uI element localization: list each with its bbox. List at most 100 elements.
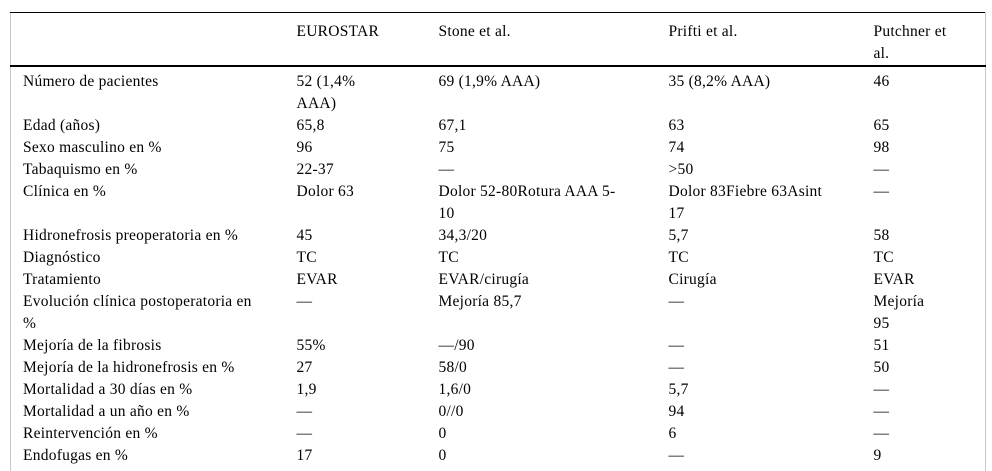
row-label: Mortalidad a 30 días en % [23,381,193,398]
value-cell: Dolor 52-80Rotura AAA 5- 10 [438,183,616,222]
value-cell: Dolor 83Fiebre 63Asint 17 [668,183,823,222]
table-row: Hidronefrosis preoperatoria en % 45 34,3/2… [11,225,986,247]
value-cell: — [296,425,313,442]
paper-table-page: EUROSTAR Stone et al. Prifti et al. Putchne… [0,12,992,471]
table-header: EUROSTAR Stone et al. Prifti et al. Putchne… [10,12,986,67]
value-cell: — [668,447,685,464]
value-cell: — [668,293,685,310]
value-cell: — [873,183,890,200]
table-row: Mejoría de la fibrosis 55% —/90 — 51 [11,335,986,357]
value-cell: 27 [296,359,313,376]
table-row: Reintervención en % — 0 6 — [11,423,986,445]
value-cell: 55% [296,337,326,354]
value-cell: 0 [438,425,447,442]
value-cell: 67,1 [438,117,467,134]
table-row: Sexo masculino en % 96 75 74 98 [11,137,986,159]
value-cell: 0 [438,447,447,464]
row-label: Hidronefrosis preoperatoria en % [23,227,239,244]
study-column-header: EUROSTAR [296,12,439,67]
table-body: Número de pacientes 52 (1,4% AAA) 69 (1,9%… [11,66,986,471]
table-row: Endofugas en % 17 0 — 9 [11,445,986,471]
value-cell: 34,3/20 [438,227,488,244]
study-column-header: Stone et al. [438,12,669,67]
row-label: Edad (años) [23,117,101,134]
value-cell: 5,7 [668,227,689,244]
value-cell: 50 [873,359,890,376]
table-row: Mortalidad a 30 días en % 1,9 1,6/0 5,7 — [11,379,986,401]
value-cell: 51 [873,337,890,354]
value-cell: — [668,337,685,354]
row-label-column-header [10,12,297,67]
value-cell: — [296,403,313,420]
row-label: Tabaquismo en % [23,161,138,178]
value-cell: TC [296,249,317,266]
value-cell: — [873,403,890,420]
value-cell: —/90 [438,337,475,354]
study-column-header: Prifti et al. [668,12,874,67]
value-cell: — [668,359,685,376]
value-cell: 0//0 [438,403,464,420]
value-cell: — [296,293,313,310]
row-label: Clínica en % [23,183,107,200]
value-cell: 75 [438,139,455,156]
row-label: Mejoría de la fibrosis [23,337,162,354]
value-cell: 5,7 [668,381,689,398]
value-cell: EVAR/cirugía [438,271,530,288]
row-label: Reintervención en % [23,425,158,442]
value-cell: 65 [873,117,890,134]
row-label: Tratamiento [23,271,101,288]
table-row: Clínica en % Dolor 63 Dolor 52-80Rotura AA… [11,181,986,225]
table-row: Tabaquismo en % 22-37 — >50 — [11,159,986,181]
value-cell: 65,8 [296,117,325,134]
value-cell: — [873,425,890,442]
value-cell: 35 (8,2% AAA) [668,73,771,90]
value-cell: 1,9 [296,381,317,398]
row-label: Sexo masculino en % [23,139,162,156]
table-row: Mejoría de la hidronefrosis en % 27 58/0 — 5… [11,357,986,379]
row-label: Evolución clínica postoperatoria en % [23,293,252,332]
value-cell: 98 [873,139,890,156]
value-cell: Dolor 63 [296,183,355,200]
value-cell: 58/0 [438,359,468,376]
value-cell: 74 [668,139,685,156]
table-row: Mortalidad a un año en % — 0//0 94 — [11,401,986,423]
header-row: EUROSTAR Stone et al. Prifti et al. Putchne… [10,12,986,67]
value-cell: 6 [668,425,677,442]
value-cell: 1,6/0 [438,381,472,398]
value-cell: 45 [296,227,313,244]
row-label: Mortalidad a un año en % [23,403,190,420]
value-cell: Mejoría 85,7 [438,293,522,310]
study-column-header: Putchner et al. [873,12,986,67]
table-row: Diagnóstico TC TC TC TC [11,247,986,269]
value-cell: 96 [296,139,313,156]
row-label: Endofugas en % [23,447,129,464]
value-cell: — [873,161,890,178]
value-cell: 46 [873,73,890,90]
value-cell: TC [668,249,689,266]
value-cell: EVAR [296,271,338,288]
value-cell: >50 [668,161,694,178]
value-cell: EVAR [873,271,915,288]
value-cell: TC [873,249,894,266]
value-cell: Mejoría 95 [873,293,925,332]
row-label: Mejoría de la hidronefrosis en % [23,359,235,376]
value-cell: 69 (1,9% AAA) [438,73,541,90]
study-comparison-table: EUROSTAR Stone et al. Prifti et al. Putchne… [10,12,986,471]
value-cell: 52 (1,4% AAA) [296,73,356,112]
table-row: Tratamiento EVAR EVAR/cirugía Cirugía EVAR [11,269,986,291]
value-cell: TC [438,249,459,266]
value-cell: 17 [296,447,313,464]
value-cell: 63 [668,117,685,134]
value-cell: — [438,161,455,178]
row-label: Número de pacientes [23,73,159,90]
value-cell: 94 [668,403,685,420]
value-cell: Cirugía [668,271,717,288]
value-cell: — [873,381,890,398]
table-row: Número de pacientes 52 (1,4% AAA) 69 (1,9%… [11,66,986,115]
table-row: Edad (años) 65,8 67,1 63 65 [11,115,986,137]
value-cell: 9 [873,447,882,464]
table-row: Evolución clínica postoperatoria en % — Me… [11,291,986,335]
value-cell: 58 [873,227,890,244]
row-label: Diagnóstico [23,249,101,266]
value-cell: 22-37 [296,161,334,178]
